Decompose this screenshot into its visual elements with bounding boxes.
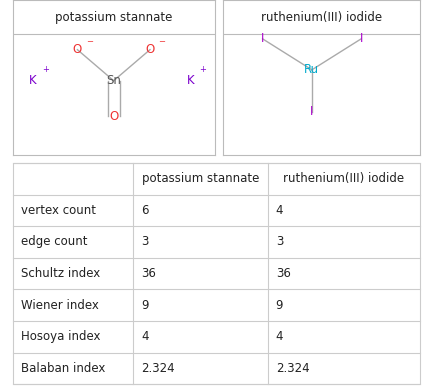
Text: Schultz index: Schultz index — [21, 267, 100, 280]
Text: 36: 36 — [141, 267, 156, 280]
Text: potassium stannate: potassium stannate — [142, 172, 259, 185]
Text: I: I — [261, 32, 264, 45]
Text: O: O — [109, 110, 118, 123]
Text: edge count: edge count — [21, 236, 88, 248]
Text: I: I — [310, 105, 314, 118]
Text: +: + — [199, 65, 206, 74]
Text: ruthenium(III) iodide: ruthenium(III) iodide — [284, 172, 405, 185]
Text: +: + — [42, 65, 48, 74]
Text: K: K — [187, 74, 194, 87]
Text: 6: 6 — [141, 204, 149, 217]
Text: vertex count: vertex count — [21, 204, 96, 217]
Text: 9: 9 — [141, 299, 149, 312]
Text: Wiener index: Wiener index — [21, 299, 99, 312]
Text: −: − — [159, 37, 166, 47]
Text: Sn: Sn — [106, 74, 121, 87]
Text: O: O — [145, 43, 154, 56]
Text: Hosoya index: Hosoya index — [21, 330, 100, 343]
Text: 4: 4 — [276, 330, 283, 343]
Text: −: − — [86, 37, 93, 47]
Text: potassium stannate: potassium stannate — [55, 11, 172, 24]
Text: Balaban index: Balaban index — [21, 362, 106, 375]
Text: 2.324: 2.324 — [276, 362, 309, 375]
Text: O: O — [73, 43, 82, 56]
Text: 2.324: 2.324 — [141, 362, 175, 375]
Text: I: I — [360, 32, 363, 45]
Text: 4: 4 — [141, 330, 149, 343]
Text: ruthenium(III) iodide: ruthenium(III) iodide — [261, 11, 382, 24]
Text: 9: 9 — [276, 299, 283, 312]
Text: Ru: Ru — [304, 63, 320, 76]
Text: 3: 3 — [276, 236, 283, 248]
Text: 36: 36 — [276, 267, 290, 280]
Text: K: K — [29, 74, 37, 87]
Text: 3: 3 — [141, 236, 148, 248]
Text: 4: 4 — [276, 204, 283, 217]
